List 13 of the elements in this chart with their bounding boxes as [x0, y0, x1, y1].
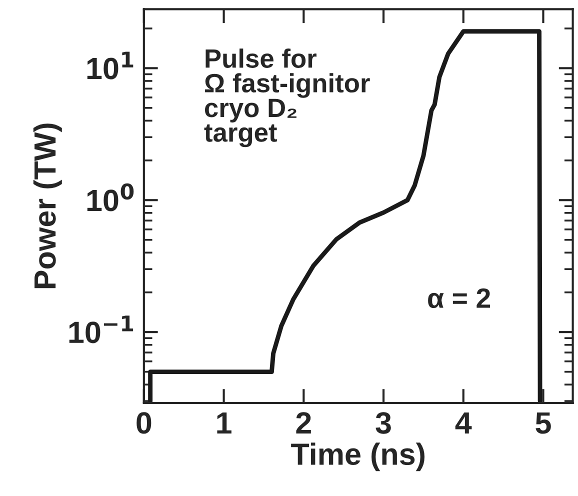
- x-axis-title: Time (ns): [291, 442, 424, 472]
- annotation: α = 2: [428, 288, 490, 308]
- x-tick-label: 4: [455, 412, 472, 434]
- y-tick-label: 10$^{0}$: [87, 183, 134, 212]
- x-tick-label: 0: [136, 412, 152, 434]
- y-axis-title: Power (TW): [33, 124, 62, 288]
- x-tick-label: 5: [536, 412, 551, 434]
- x-tick-label: 3: [376, 412, 391, 434]
- x-tick-label: 1: [217, 412, 232, 434]
- annotation: Pulse for Ω fast-ignitor cryo D₂ target: [204, 48, 370, 148]
- x-tick-label: 2: [296, 412, 311, 434]
- y-tick-label: 10$^{1}$: [87, 52, 134, 80]
- y-tick-label: 10$^{−1}$: [69, 316, 134, 344]
